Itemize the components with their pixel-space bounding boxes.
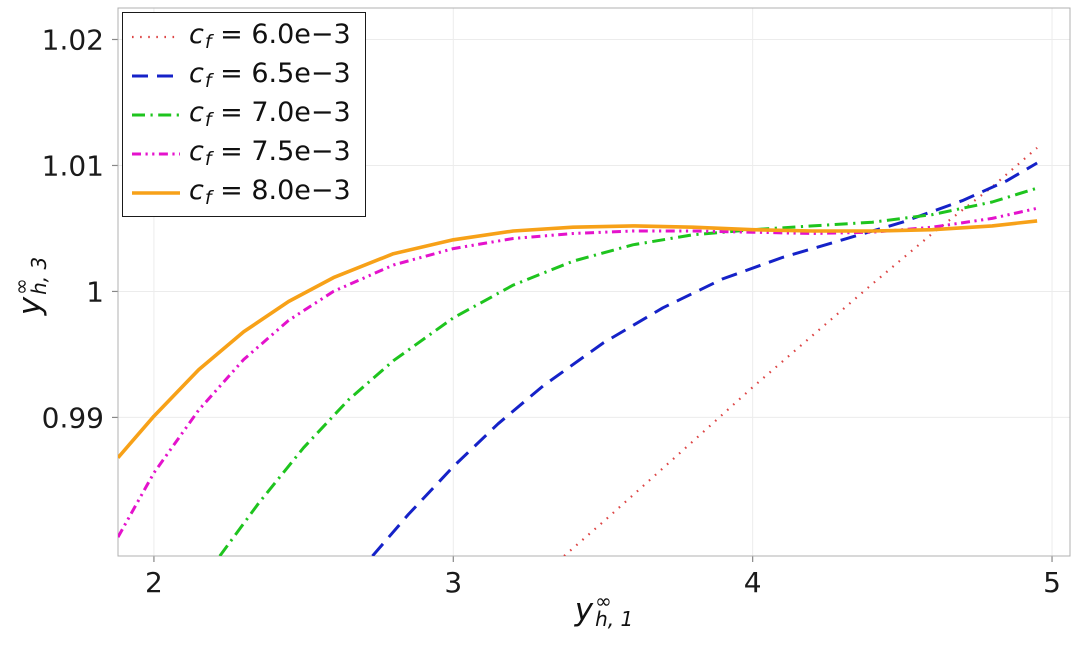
y-tick-label: 1 (86, 275, 104, 308)
legend-label-0: cf = 6.0e−3 (189, 19, 351, 53)
y-tick-label: 0.99 (42, 401, 104, 434)
x-axis-label-scripts: ∞ h, 1 (595, 589, 634, 631)
y-axis-label-subscript: h, 3 (27, 256, 51, 295)
plot-border (117, 7, 1071, 557)
x-axis-label-superscript: ∞ (595, 589, 612, 613)
legend-label-4: cf = 8.0e−3 (189, 175, 351, 209)
legend-item-4: cf = 8.0e−3 (131, 174, 351, 211)
legend-line-sample-1 (132, 74, 180, 77)
legend-item-1: cf = 6.5e−3 (131, 57, 351, 94)
y-axis-label-scripts: ∞ h, 3 (9, 256, 51, 295)
series-line-4 (118, 219, 1038, 459)
legend: cf = 6.0e−3 cf = 6.5e−3 cf = 7.0e−3 cf = 7.… (122, 12, 366, 217)
series-line-3 (118, 206, 1038, 538)
legend-label-1: cf = 6.5e−3 (189, 58, 351, 92)
x-axis-label-base: y (574, 592, 594, 628)
y-tick-label: 1.01 (42, 149, 104, 182)
series-line-1 (371, 161, 1038, 556)
y-tick-label: 1.02 (42, 23, 104, 56)
x-tick-label: 5 (1043, 566, 1061, 599)
legend-item-2: cf = 7.0e−3 (131, 96, 351, 133)
x-tick-label: 2 (145, 566, 163, 599)
x-tick-label: 4 (744, 566, 762, 599)
x-axis-label-subscript: h, 1 (595, 607, 634, 631)
legend-line-sample-3 (132, 152, 180, 155)
legend-line-sample-4 (132, 190, 180, 195)
legend-line-sample-2 (132, 113, 180, 116)
series-line-2 (218, 186, 1038, 556)
x-axis-label: y ∞ h, 1 (524, 582, 684, 638)
legend-item-0: cf = 6.0e−3 (131, 18, 351, 55)
y-axis-label: y ∞ h, 3 (2, 224, 58, 348)
series-line-0 (563, 146, 1038, 556)
x-tick-label: 3 (444, 566, 462, 599)
legend-label-3: cf = 7.5e−3 (189, 136, 351, 170)
y-axis-label-base: y (12, 296, 48, 316)
legend-item-3: cf = 7.5e−3 (131, 135, 351, 172)
legend-label-2: cf = 7.0e−3 (189, 97, 351, 131)
legend-line-sample-0 (132, 35, 180, 38)
